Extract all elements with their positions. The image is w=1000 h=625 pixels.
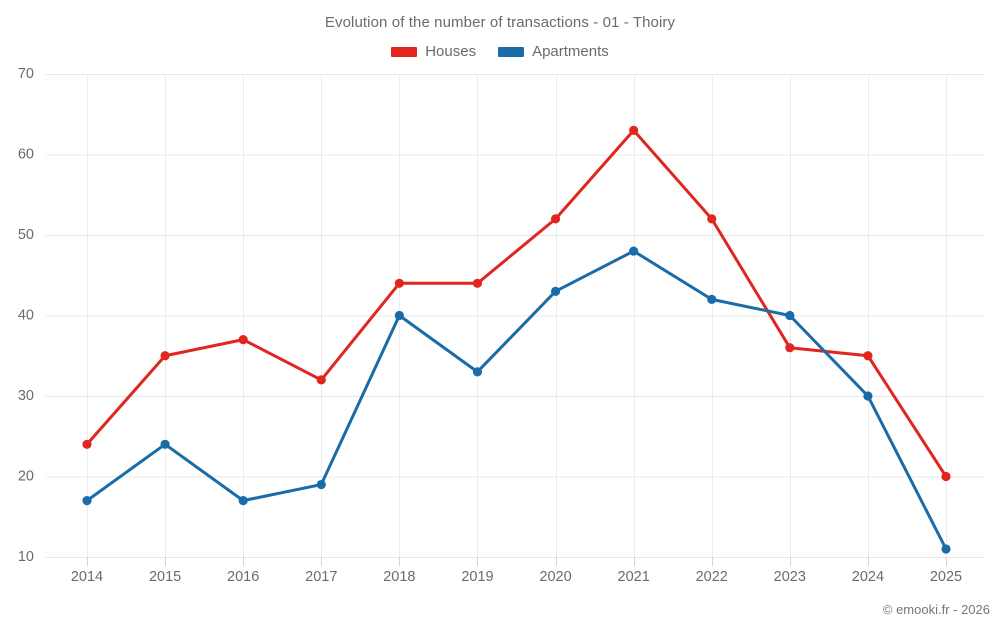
data-point[interactable] — [238, 496, 248, 506]
y-axis-tick-label: 30 — [18, 388, 34, 404]
x-axis-tick-label: 2021 — [618, 569, 650, 585]
data-point[interactable] — [82, 439, 92, 449]
data-point[interactable] — [316, 479, 326, 490]
legend-label-apartments: Apartments — [532, 43, 609, 60]
series-line-apartments — [85, 249, 948, 551]
legend-swatch-houses — [391, 46, 418, 57]
y-axis-tick-label: 40 — [18, 307, 34, 323]
x-axis-labels: 2014 2015 2016 2017 2018 2019 2020 2021 2022 2023… — [71, 569, 962, 585]
data-point[interactable] — [785, 310, 795, 321]
data-point[interactable] — [82, 496, 92, 506]
series-line-houses — [85, 128, 948, 478]
y-axis-tick-label: 50 — [18, 227, 34, 243]
data-point[interactable] — [160, 439, 170, 449]
x-axis-tick-label: 2017 — [305, 569, 337, 585]
y-axis-tick-label: 10 — [18, 549, 34, 565]
footer-credit: © emooki.fr - 2026 — [882, 602, 990, 617]
x-axis-tick-label: 2023 — [774, 569, 806, 585]
x-axis-tick-label: 2024 — [852, 569, 884, 585]
data-point[interactable] — [316, 375, 326, 385]
y-axis-labels: 10 20 30 40 50 60 70 — [18, 66, 34, 565]
chart-legend: Houses Apartments — [0, 43, 1000, 60]
data-point[interactable] — [863, 391, 873, 401]
data-point[interactable] — [629, 246, 639, 256]
data-point[interactable] — [472, 278, 483, 288]
x-axis-tick-label: 2016 — [227, 569, 259, 585]
data-point[interactable] — [629, 125, 639, 135]
data-point[interactable] — [941, 544, 951, 554]
x-axis-tick-label: 2019 — [461, 569, 493, 585]
legend-label-houses: Houses — [425, 43, 477, 60]
data-point[interactable] — [863, 351, 873, 361]
data-point[interactable] — [550, 214, 561, 224]
data-point[interactable] — [238, 335, 248, 345]
data-point[interactable] — [785, 343, 795, 353]
axis-ticks — [87, 557, 947, 566]
data-point[interactable] — [550, 286, 561, 296]
data-point[interactable] — [707, 294, 717, 304]
x-axis-tick-label: 2025 — [930, 569, 962, 585]
legend-item-apartments[interactable]: Apartments — [498, 43, 609, 60]
y-axis-tick-label: 70 — [18, 66, 34, 82]
data-point[interactable] — [472, 367, 483, 377]
gridlines — [46, 74, 985, 558]
x-axis-tick-label: 2018 — [383, 569, 415, 585]
data-point[interactable] — [394, 310, 404, 321]
y-axis-tick-label: 60 — [18, 146, 34, 162]
x-axis-tick-label: 2015 — [149, 569, 181, 585]
x-axis-tick-label: 2022 — [696, 569, 728, 585]
chart-title: Evolution of the number of transactions … — [324, 14, 676, 31]
x-axis-tick-label: 2014 — [71, 569, 103, 585]
y-axis-tick-label: 20 — [18, 468, 34, 484]
data-point[interactable] — [160, 351, 170, 361]
data-point[interactable] — [394, 278, 404, 288]
legend-item-houses[interactable]: Houses — [391, 43, 476, 60]
data-point[interactable] — [707, 214, 717, 224]
data-series — [82, 125, 951, 554]
data-point[interactable] — [941, 471, 951, 482]
x-axis-tick-label: 2020 — [539, 569, 571, 585]
legend-swatch-apartments — [498, 46, 525, 57]
